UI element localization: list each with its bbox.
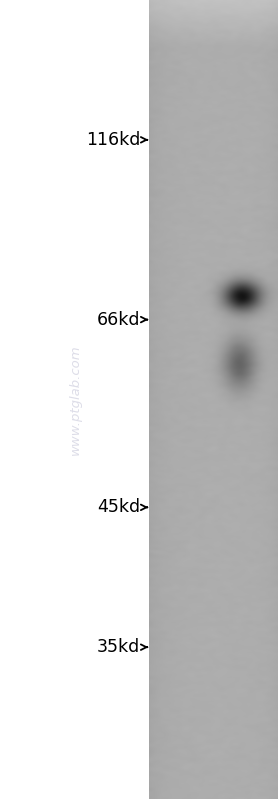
Text: 45kd: 45kd [97, 499, 140, 516]
Text: 35kd: 35kd [97, 638, 140, 656]
Text: 116kd: 116kd [86, 131, 140, 149]
Text: 66kd: 66kd [97, 311, 140, 328]
Text: www.ptglab.com: www.ptglab.com [69, 344, 82, 455]
